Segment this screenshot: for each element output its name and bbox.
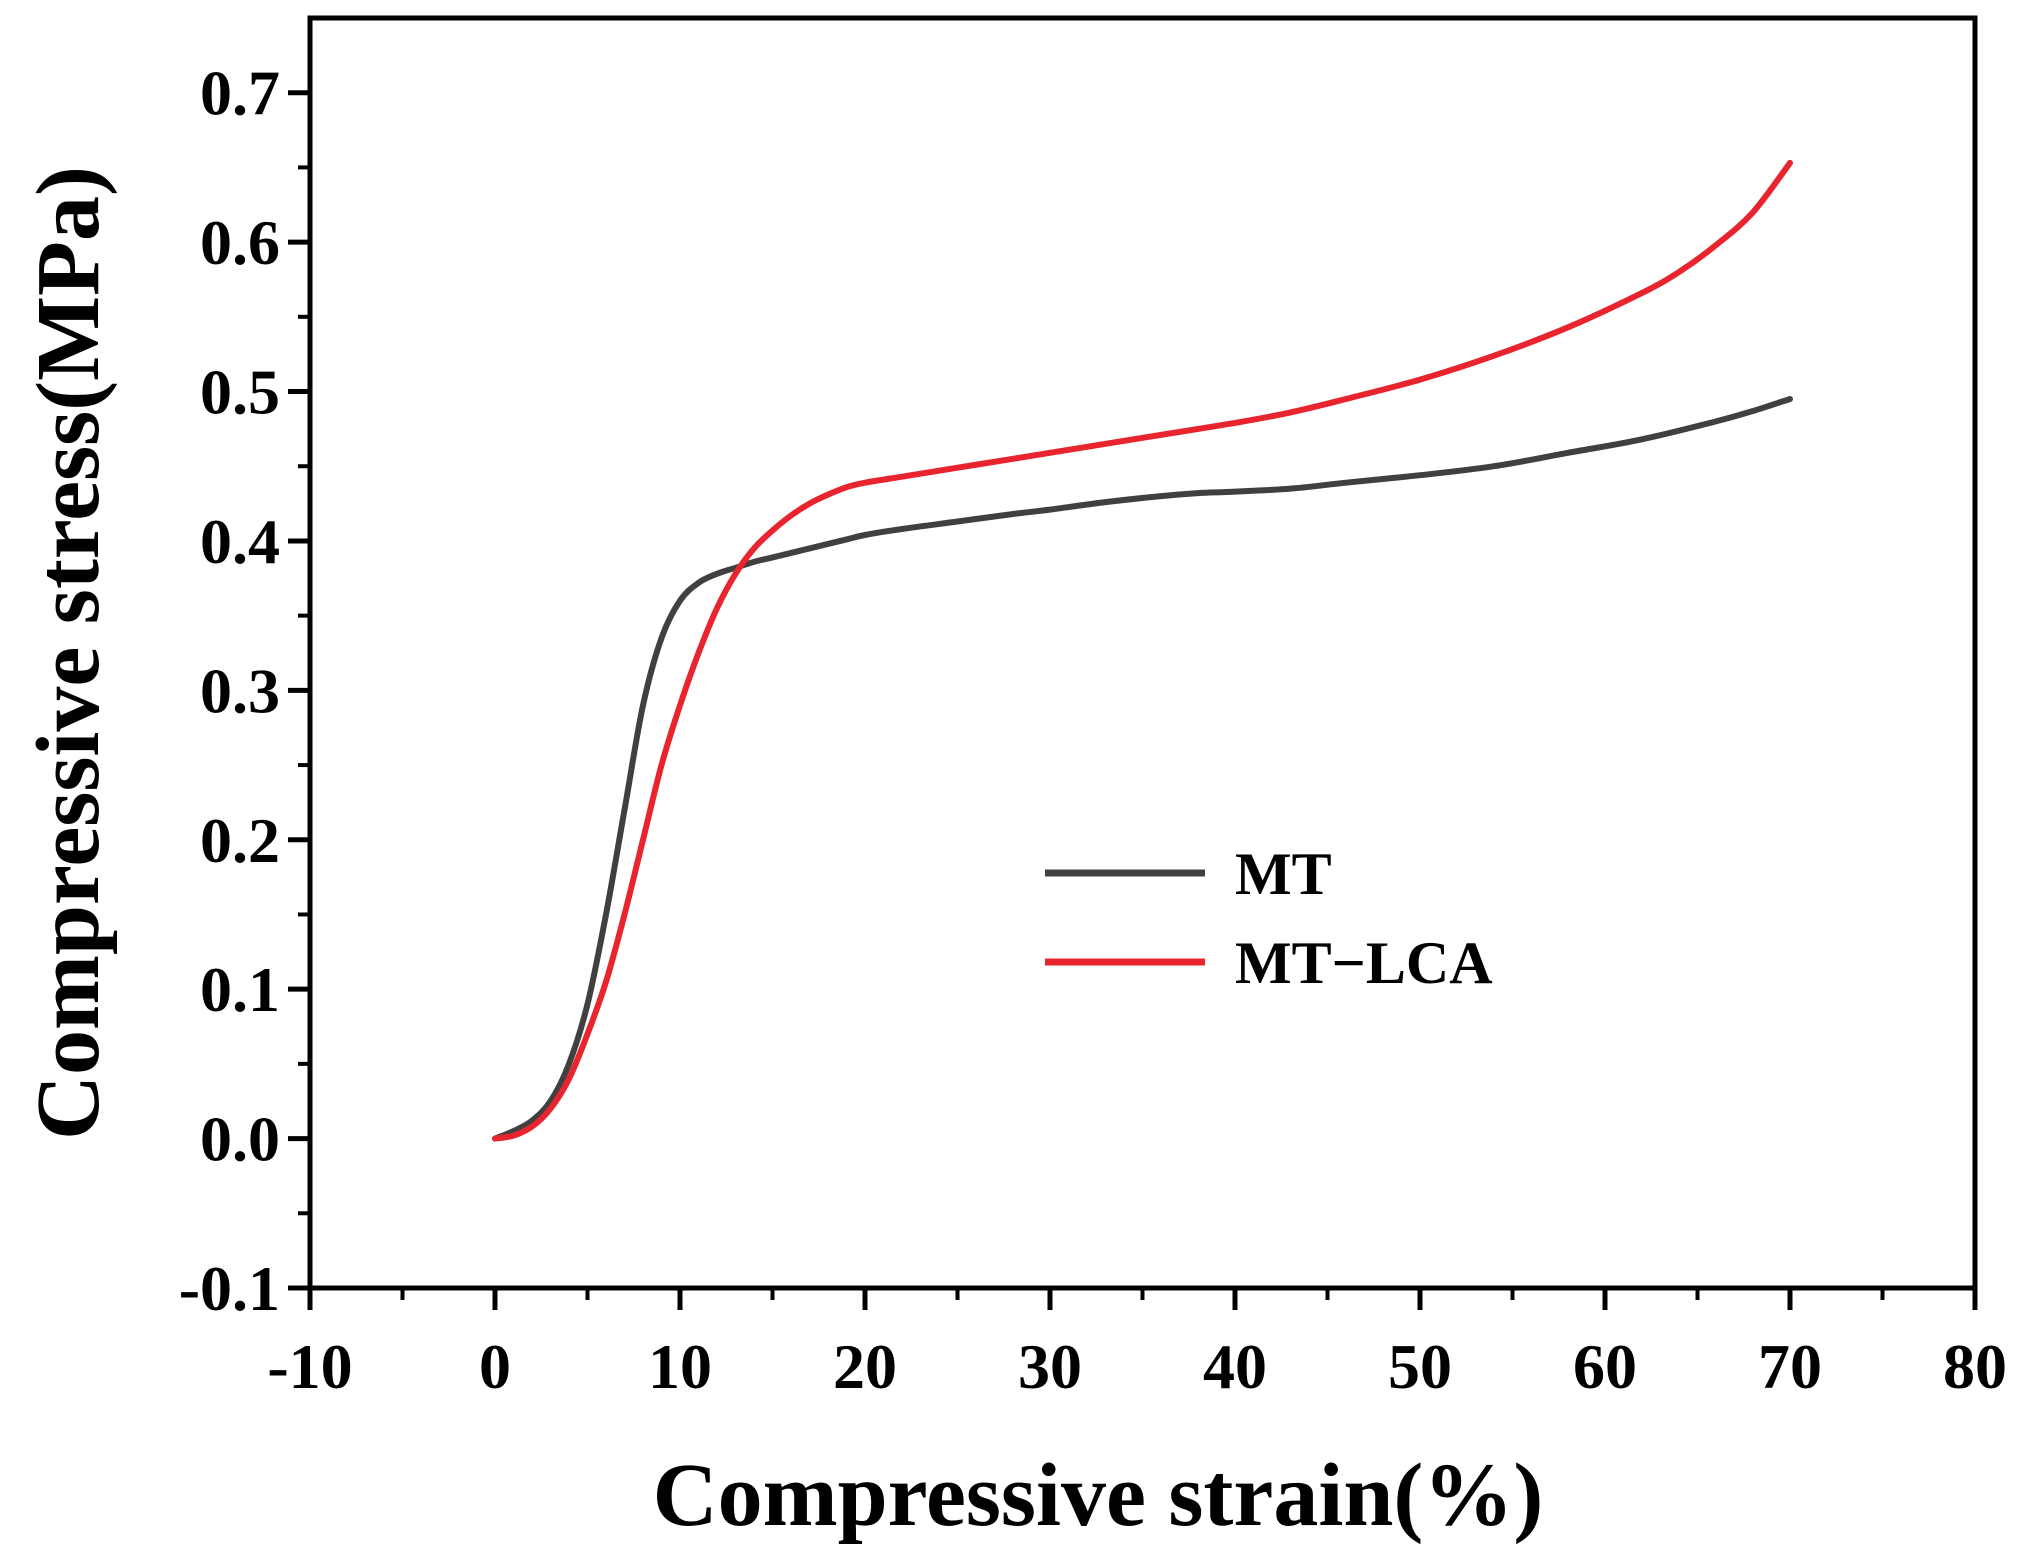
labels-layer: -10 0 10 20 30 40 50 60 70 80 -0.1 0.0 0.1 0.2 0.3 0.4 0… bbox=[179, 58, 2007, 1402]
x-tick-label: 70 bbox=[1758, 1331, 1822, 1402]
y-tick-label: 0.7 bbox=[200, 58, 280, 129]
y-tick-label: 0.2 bbox=[200, 805, 280, 876]
y-tick-label: 0.4 bbox=[200, 506, 280, 577]
x-tick-label: 50 bbox=[1388, 1331, 1452, 1402]
legend-label-mt-lca: MT−LCA bbox=[1235, 930, 1493, 996]
x-tick-label: 40 bbox=[1203, 1331, 1267, 1402]
y-tick-label: 0.6 bbox=[200, 207, 280, 278]
x-tick-label: 60 bbox=[1573, 1331, 1637, 1402]
x-tick-label: 0 bbox=[479, 1331, 511, 1402]
y-tick-label: 0.3 bbox=[200, 655, 280, 726]
x-tick-label: -10 bbox=[267, 1331, 352, 1402]
x-axis-title: Compressive strain(%) bbox=[653, 1446, 1544, 1545]
x-tick-label: 80 bbox=[1943, 1331, 2007, 1402]
x-tick-label: 10 bbox=[648, 1331, 712, 1402]
series-line-mt bbox=[492, 396, 1793, 1142]
x-tick-label: 20 bbox=[833, 1331, 897, 1402]
plot-frame bbox=[307, 15, 1978, 1291]
legend-label-mt: MT bbox=[1235, 841, 1332, 907]
series-layer bbox=[492, 159, 1793, 1142]
y-tick-label: 0.0 bbox=[200, 1104, 280, 1175]
y-tick-label: 0.5 bbox=[200, 357, 280, 428]
series-line-mt-lca bbox=[492, 159, 1793, 1142]
y-tick-label: -0.1 bbox=[179, 1253, 280, 1324]
legend: MT MT−LCA bbox=[1045, 841, 1493, 996]
y-axis-title: Compressive stress(MPa) bbox=[19, 166, 118, 1140]
y-tick-label: 0.1 bbox=[200, 954, 280, 1025]
x-tick-label: 30 bbox=[1018, 1331, 1082, 1402]
